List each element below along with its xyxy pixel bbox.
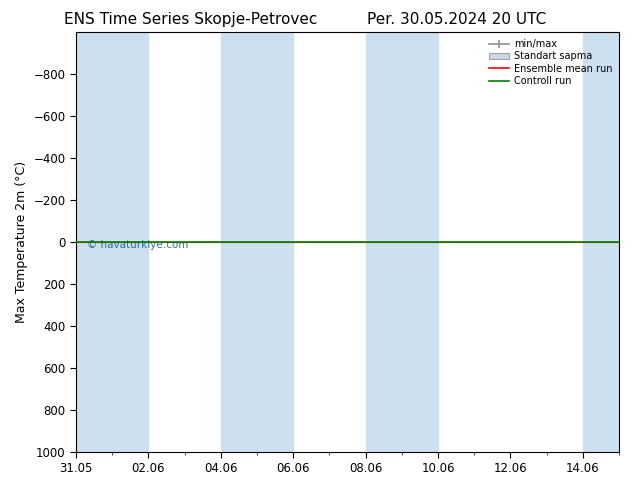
Text: ENS Time Series Skopje-Petrovec: ENS Time Series Skopje-Petrovec — [63, 12, 317, 27]
Text: Per. 30.05.2024 20 UTC: Per. 30.05.2024 20 UTC — [367, 12, 546, 27]
Bar — [366, 32, 438, 452]
Y-axis label: Max Temperature 2m (°C): Max Temperature 2m (°C) — [15, 161, 28, 323]
Bar — [221, 32, 294, 452]
Legend: min/max, Standart sapma, Ensemble mean run, Controll run: min/max, Standart sapma, Ensemble mean r… — [488, 37, 614, 88]
Bar — [583, 32, 619, 452]
Bar — [76, 32, 148, 452]
Text: © havaturkiye.com: © havaturkiye.com — [87, 240, 188, 250]
